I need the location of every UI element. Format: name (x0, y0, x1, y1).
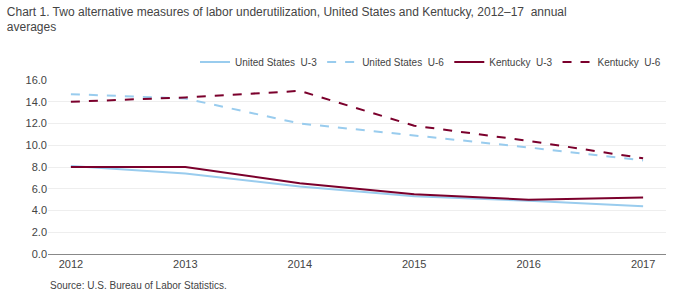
svg-text:2016: 2016 (516, 258, 540, 270)
svg-text:Source: U.S. Bureau of Labor S: Source: U.S. Bureau of Labor Statistics. (50, 280, 227, 291)
svg-text:Chart 1. Two alternative measu: Chart 1. Two alternative measures of lab… (7, 5, 567, 35)
svg-text:16.0: 16.0 (26, 74, 47, 86)
svg-text:8.0: 8.0 (32, 161, 47, 173)
svg-text:4.0: 4.0 (32, 204, 47, 216)
svg-text:14.0: 14.0 (26, 96, 47, 108)
svg-text:10.0: 10.0 (26, 139, 47, 151)
svg-text:Kentucky U-6: Kentucky U-6 (598, 57, 661, 68)
svg-text:2014: 2014 (288, 258, 312, 270)
svg-text:2013: 2013 (173, 258, 197, 270)
svg-text:0.0: 0.0 (32, 248, 47, 260)
svg-text:United States U-6: United States U-6 (362, 57, 444, 68)
svg-text:2.0: 2.0 (32, 226, 47, 238)
svg-text:2015: 2015 (402, 258, 426, 270)
svg-text:United States U-3: United States U-3 (235, 57, 317, 68)
svg-text:2017: 2017 (631, 258, 655, 270)
svg-text:2012: 2012 (59, 258, 83, 270)
svg-text:Kentucky U-3: Kentucky U-3 (489, 57, 552, 68)
svg-text:6.0: 6.0 (32, 183, 47, 195)
svg-text:12.0: 12.0 (26, 117, 47, 129)
